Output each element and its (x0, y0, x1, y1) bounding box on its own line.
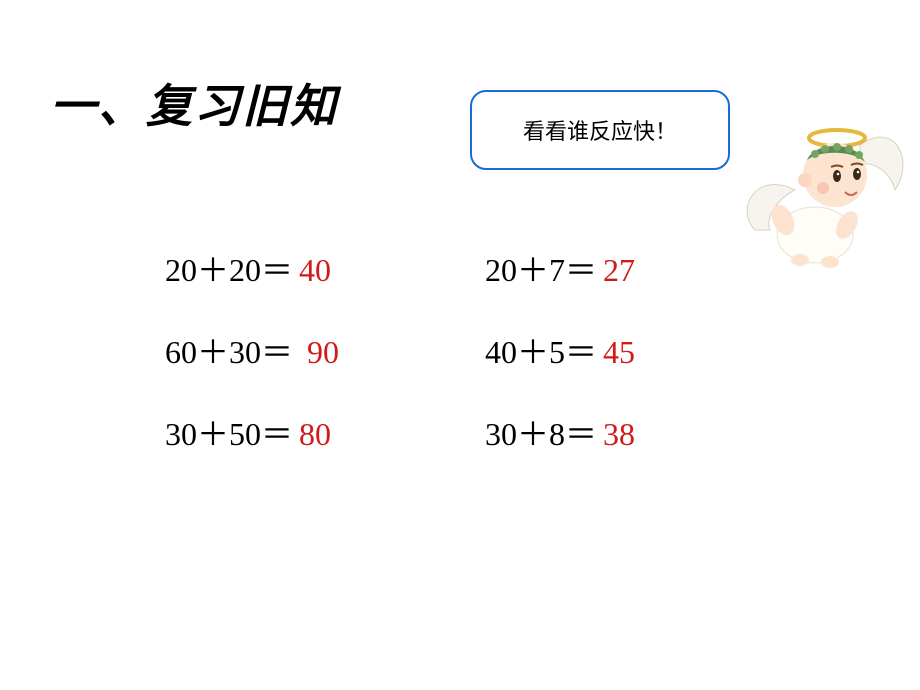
equation: 30＋50＝80 (165, 409, 485, 455)
equation-answer: 38 (603, 416, 635, 452)
equation-lhs: 30＋8＝ (485, 416, 597, 452)
speech-bubble: 看看谁反应快！ (470, 90, 730, 170)
equation: 20＋7＝27 (485, 245, 805, 291)
equation-lhs: 20＋7＝ (485, 252, 597, 288)
equation-answer: 90 (307, 334, 339, 370)
equation: 40＋5＝45 (485, 327, 805, 373)
equation: 60＋30＝ 90 (165, 327, 485, 373)
slide-page: 一、复习旧知 看看谁反应快！ (0, 0, 920, 690)
equation-answer: 40 (299, 252, 331, 288)
equation-row: 60＋30＝ 90 40＋5＝45 (165, 327, 805, 373)
equation-answer: 27 (603, 252, 635, 288)
equation-grid: 20＋20＝40 20＋7＝27 60＋30＝ 90 40＋5＝45 30＋50＝… (165, 245, 805, 491)
speech-text: 看看谁反应快！ (523, 114, 677, 146)
equation-row: 20＋20＝40 20＋7＝27 (165, 245, 805, 291)
equation: 20＋20＝40 (165, 245, 485, 291)
equation-lhs: 40＋5＝ (485, 334, 597, 370)
equation-lhs: 30＋50＝ (165, 416, 293, 452)
equation-answer: 80 (299, 416, 331, 452)
equation-lhs: 60＋30＝ (165, 334, 293, 370)
equation-row: 30＋50＝80 30＋8＝38 (165, 409, 805, 455)
equation-lhs: 20＋20＝ (165, 252, 293, 288)
equation-answer: 45 (603, 334, 635, 370)
equation: 30＋8＝38 (485, 409, 805, 455)
section-title: 一、复习旧知 (50, 70, 338, 136)
